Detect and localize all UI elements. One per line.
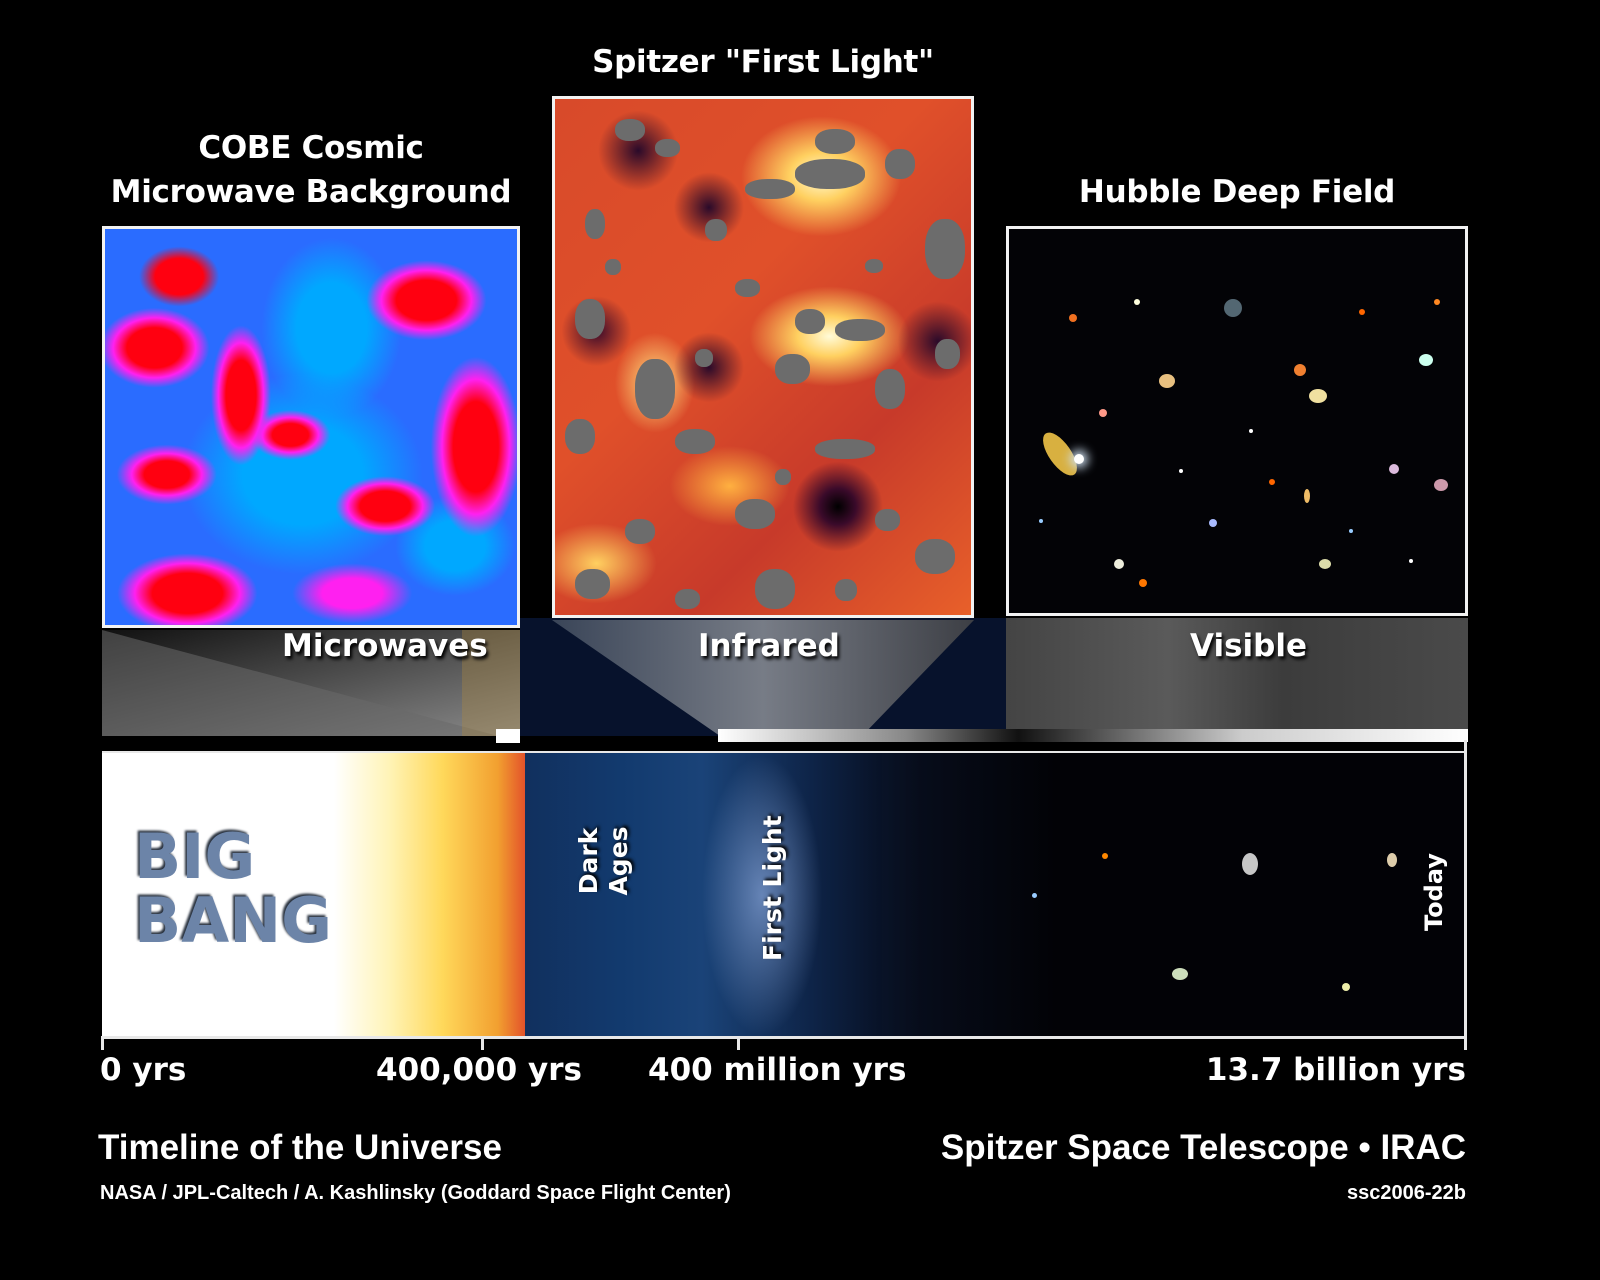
spitzer-first-light-image — [552, 96, 974, 618]
footer-credit: NASA / JPL-Caltech / A. Kashlinsky (Godd… — [100, 1182, 731, 1204]
spitzer-title: Spitzer "First Light" — [592, 44, 934, 80]
axis-tick-2 — [737, 1036, 740, 1050]
axis-line — [102, 1036, 1466, 1039]
axis-label-400000-yrs: 400,000 yrs — [376, 1052, 582, 1088]
band-label-infrared: Infrared — [698, 628, 840, 664]
timeline-strip: BIG BANG Dark Ages First Light Today — [102, 753, 1466, 1038]
axis-tick-1 — [481, 1036, 484, 1050]
band-projection-graphics — [102, 618, 1468, 743]
hubble-deep-field-image — [1006, 226, 1468, 616]
axis-label-400-million-yrs: 400 million yrs — [648, 1052, 907, 1088]
footer-title-left: Timeline of the Universe — [98, 1128, 502, 1167]
first-light-label: First Light — [758, 815, 787, 961]
axis-label-0-yrs: 0 yrs — [100, 1052, 187, 1088]
axis-label-13-7-billion-yrs: 13.7 billion yrs — [1205, 1052, 1466, 1088]
cobe-cmb-image — [102, 226, 520, 628]
axis-tick-0 — [101, 1036, 104, 1050]
big-bang-line1: BIG — [134, 820, 256, 893]
band-label-visible: Visible — [1190, 628, 1307, 664]
axis-tick-3 — [1464, 740, 1467, 1050]
dark-ages-label: Dark Ages — [574, 801, 634, 921]
cobe-title-line2: Microwave Background — [110, 174, 512, 210]
today-label: Today — [1420, 853, 1448, 931]
dark-ages-line1: Dark — [574, 827, 603, 895]
dark-ages-line2: Ages — [604, 826, 633, 896]
footer-image-id: ssc2006-22b — [1347, 1182, 1466, 1204]
hubble-title: Hubble Deep Field — [1078, 174, 1396, 210]
strip-top-border — [102, 751, 1466, 753]
footer-title-right: Spitzer Space Telescope • IRAC — [940, 1128, 1466, 1167]
cobe-title-line1: COBE Cosmic — [198, 130, 424, 166]
band-label-microwaves: Microwaves — [282, 628, 488, 664]
big-bang-line2: BANG — [134, 884, 333, 957]
big-bang-label: BIG BANG — [134, 825, 332, 953]
